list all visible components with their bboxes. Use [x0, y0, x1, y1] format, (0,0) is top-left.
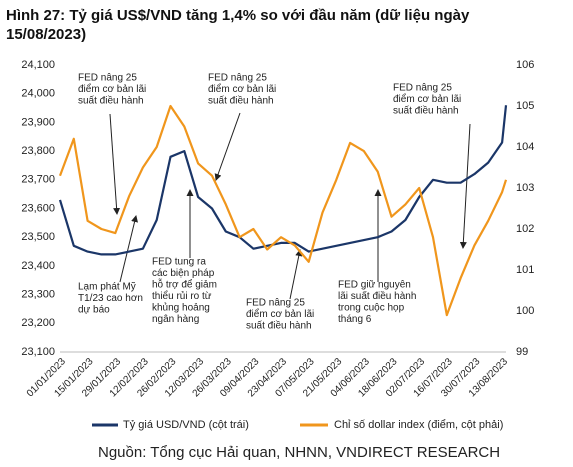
legend-label: Chỉ số dollar index (điểm, cột phải)	[334, 419, 503, 431]
source: Nguồn: Tổng cục Hải quan, NHNN, VNDIRECT…	[98, 444, 500, 461]
annotation: FED nâng 25	[78, 73, 137, 84]
y-tick-label: 24,100	[21, 59, 55, 71]
annotation: điểm cơ bản lãi	[246, 308, 314, 320]
y-tick-label: 23,900	[21, 116, 55, 128]
y-tick-label: 23,600	[21, 202, 55, 214]
y-tick-label: 24,000	[21, 88, 55, 100]
annotation: suất điều hành	[208, 95, 274, 107]
y2-tick-label: 106	[516, 59, 534, 71]
annotation: T1/23 cao hơn	[78, 293, 143, 304]
y2-tick-label: 105	[516, 100, 534, 112]
arrows	[109, 112, 471, 300]
annotation: các biện pháp	[152, 268, 215, 279]
annotation: suất điều hành	[393, 105, 459, 117]
chart-title: Hình 27: Tỷ giá US$/VND tăng 1,4% so với…	[6, 7, 470, 24]
annotation: FED nâng 25	[246, 298, 305, 309]
series-line	[58, 104, 508, 317]
annotation: ngân hàng	[152, 314, 199, 325]
annotation: FED nâng 25	[393, 83, 452, 94]
y2-tick-label: 103	[516, 182, 534, 194]
annotation: hỗ trợ để giảm	[152, 278, 217, 291]
annotation: suất điều hành	[246, 320, 312, 332]
y-tick-label: 23,400	[21, 260, 55, 272]
annotation: điểm cơ bản lãi	[78, 83, 146, 95]
series-line	[58, 105, 508, 256]
annotation: thiểu rủi ro từ	[152, 290, 212, 302]
annotation: lãi suất điều hành	[338, 290, 416, 302]
y-tick-label: 23,300	[21, 289, 55, 301]
legend-label: Tỷ giá USD/VND (cột trái)	[123, 419, 249, 431]
annotation: khủng hoảng	[152, 302, 210, 314]
y-tick-label: 23,200	[21, 317, 55, 329]
annotation: suất điều hành	[78, 95, 144, 107]
y-tick-label: 23,500	[21, 231, 55, 243]
annotation: FED nâng 25	[208, 73, 267, 84]
annotation: tháng 6	[338, 314, 372, 325]
annotation: FED giữ nguyên	[338, 280, 411, 291]
annotation: trong cuộc họp	[338, 303, 405, 314]
y2-tick-label: 100	[516, 305, 534, 317]
annotation: điểm cơ bản lãi	[393, 93, 461, 105]
y2-tick-label: 102	[516, 223, 534, 235]
y-tick-label: 23,700	[21, 174, 55, 186]
annotation: FED tung ra	[152, 257, 206, 268]
y2-tick-label: 101	[516, 264, 534, 276]
y-tick-label: 23,100	[21, 346, 55, 358]
y2-tick-label: 104	[516, 141, 534, 153]
y-tick-label: 23,800	[21, 145, 55, 157]
annotation: điểm cơ bản lãi	[208, 83, 276, 95]
chart-title: 15/08/2023)	[6, 26, 86, 43]
annotation: dự báo	[78, 305, 110, 316]
annotation: Lạm phát Mỹ	[78, 282, 136, 293]
y2-tick-label: 99	[516, 346, 528, 358]
